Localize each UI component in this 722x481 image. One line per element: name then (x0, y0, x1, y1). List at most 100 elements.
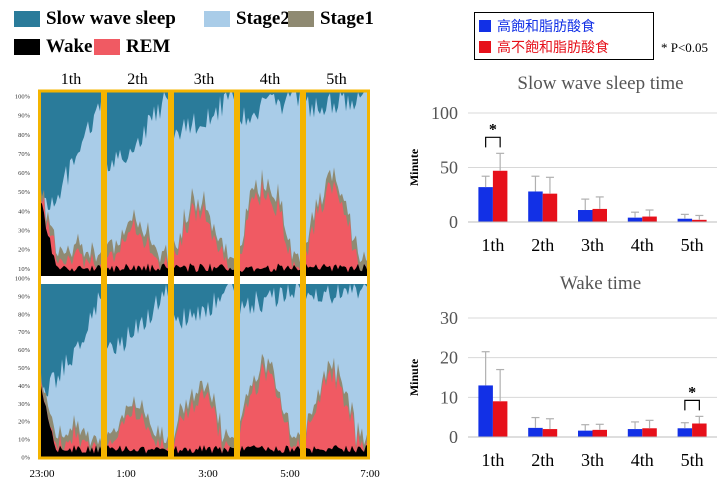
cycle-highlight-boxes (38, 89, 370, 460)
y-tick-label: 100% (15, 276, 31, 283)
bar (692, 219, 707, 222)
y-tick-label: 80% (18, 132, 31, 139)
y-tick-label: 0 (449, 212, 458, 232)
significance-bracket (485, 136, 501, 148)
wake-area (38, 185, 370, 276)
y-tick-label: 100 (431, 103, 458, 123)
significance-bracket (684, 399, 700, 411)
legend-wake: Wake (14, 36, 92, 58)
x-tick-label: 5th (681, 235, 704, 255)
y-tick-label: 90% (18, 293, 31, 300)
x-tick-label: 1th (481, 450, 504, 470)
cycle-label: 1th (61, 71, 81, 88)
bar (627, 217, 643, 222)
bar (677, 428, 693, 437)
bar (478, 187, 493, 222)
y-tick-label: 100% (15, 94, 31, 101)
bar (542, 429, 558, 437)
hypnogram-bottom-panel (38, 284, 370, 457)
x-tick-label: 3th (581, 235, 604, 255)
y-tick-label: 0 (449, 427, 458, 447)
diet-legend-item-saturated: 高飽和脂肪酸食 (479, 15, 649, 36)
slow-wave-sleep-area (38, 92, 370, 216)
bar (528, 191, 543, 222)
bar (528, 427, 543, 437)
legend-swatch (288, 11, 314, 27)
legend-rem: REM (94, 36, 170, 58)
cycle-labels: 1th 2th 3th 4th 5th (61, 71, 347, 88)
bar (542, 193, 558, 222)
legend-swatch (204, 11, 230, 27)
chart-title: Wake time (560, 273, 641, 294)
legend-label: 高不飽和脂肪酸食 (497, 39, 609, 56)
cycle-highlight-box (303, 89, 370, 460)
significance-marker: * (688, 384, 696, 401)
x-tick-label: 23:00 (29, 468, 55, 480)
legend-label: Slow wave sleep (46, 8, 176, 29)
bar (478, 385, 493, 437)
x-tick-label: 1:00 (116, 468, 136, 480)
x-tick-label: 7:00 (360, 468, 380, 480)
cycle-label: 5th (326, 71, 346, 88)
y-tick-label: 70% (18, 151, 31, 158)
y-axis-label: Minute (407, 358, 421, 396)
x-tick-label: 3:00 (198, 468, 218, 480)
legend-stage1: Stage1 (288, 8, 374, 30)
cycle-highlight-box (237, 89, 303, 460)
legend-swatch (94, 39, 120, 55)
x-tick-label: 4th (631, 235, 654, 255)
rem-area (38, 362, 370, 457)
y-tick-label: 10 (440, 387, 458, 407)
stage-legend: Slow wave sleep Stage2 Stage1 Wake REM (0, 0, 400, 62)
cycle-highlight-box (38, 89, 104, 460)
y-tick-label: 40% (18, 208, 31, 215)
y-tick-label: 20 (440, 348, 458, 368)
cycle-highlight-box (104, 89, 171, 460)
legend-label: Stage2 (236, 8, 290, 29)
legend-swatch (479, 40, 491, 53)
x-tick-label: 4th (631, 450, 654, 470)
cycle-label: 3th (194, 71, 214, 88)
y-tick-label: 60% (18, 347, 31, 354)
bar (642, 216, 657, 222)
y-axis-label: Minute (407, 148, 421, 186)
bar (692, 423, 707, 437)
slow-wave-sleep-time-chart: Slow wave sleep time Minute 0 50 100 1th 2th 3t… (407, 73, 717, 255)
diet-legend-item-unsaturated: 高不飽和脂肪酸食 (479, 36, 649, 57)
cycle-highlight-box (171, 89, 237, 460)
y-tick-label: 10% (18, 266, 31, 273)
diet-legend: 高飽和脂肪酸食 高不飽和脂肪酸食 (474, 12, 654, 60)
x-tick-label: 5th (681, 450, 704, 470)
x-tick-label: 3th (581, 450, 604, 470)
y-tick-label: 30% (18, 401, 31, 408)
hypnogram-x-ticks: 23:00 1:00 3:00 5:00 7:00 (29, 468, 380, 480)
x-tick-label: 2th (531, 235, 554, 255)
y-tick-label: 30% (18, 228, 31, 235)
legend-label: 高飽和脂肪酸食 (497, 18, 595, 35)
bar (642, 428, 657, 437)
hypnogram-chart: 1th 2th 3th 4th 5th 100% 90% 80% 70% 60% 50% 40% 30… (15, 71, 380, 480)
y-tick-label: 60% (18, 170, 31, 177)
legend-slow-wave-sleep: Slow wave sleep (14, 8, 176, 30)
legend-label: Wake (46, 36, 93, 57)
cycle-label: 4th (260, 71, 280, 88)
bar (492, 401, 508, 437)
y-tick-label: 80% (18, 311, 31, 318)
y-tick-label: 40% (18, 383, 31, 390)
legend-label: REM (126, 36, 171, 57)
bar (592, 429, 607, 437)
y-tick-label: 10% (18, 437, 31, 444)
hypnogram-top-panel (38, 92, 370, 276)
legend-swatch (14, 11, 40, 27)
hypnogram-y-ticks: 100% 90% 80% 70% 60% 50% 40% 30% 20% 10% 100% 90% 80… (15, 94, 31, 462)
bar (578, 210, 593, 222)
bar (578, 430, 593, 437)
significance-note: * P<0.05 (661, 40, 709, 55)
x-tick-label: 1th (481, 235, 504, 255)
bar (492, 170, 508, 222)
chart-title: Slow wave sleep time (517, 73, 683, 94)
y-tick-label: 50% (18, 189, 31, 196)
slow-wave-sleep-area (38, 284, 370, 397)
x-tick-label: 5:00 (280, 468, 300, 480)
rem-area (38, 174, 370, 276)
